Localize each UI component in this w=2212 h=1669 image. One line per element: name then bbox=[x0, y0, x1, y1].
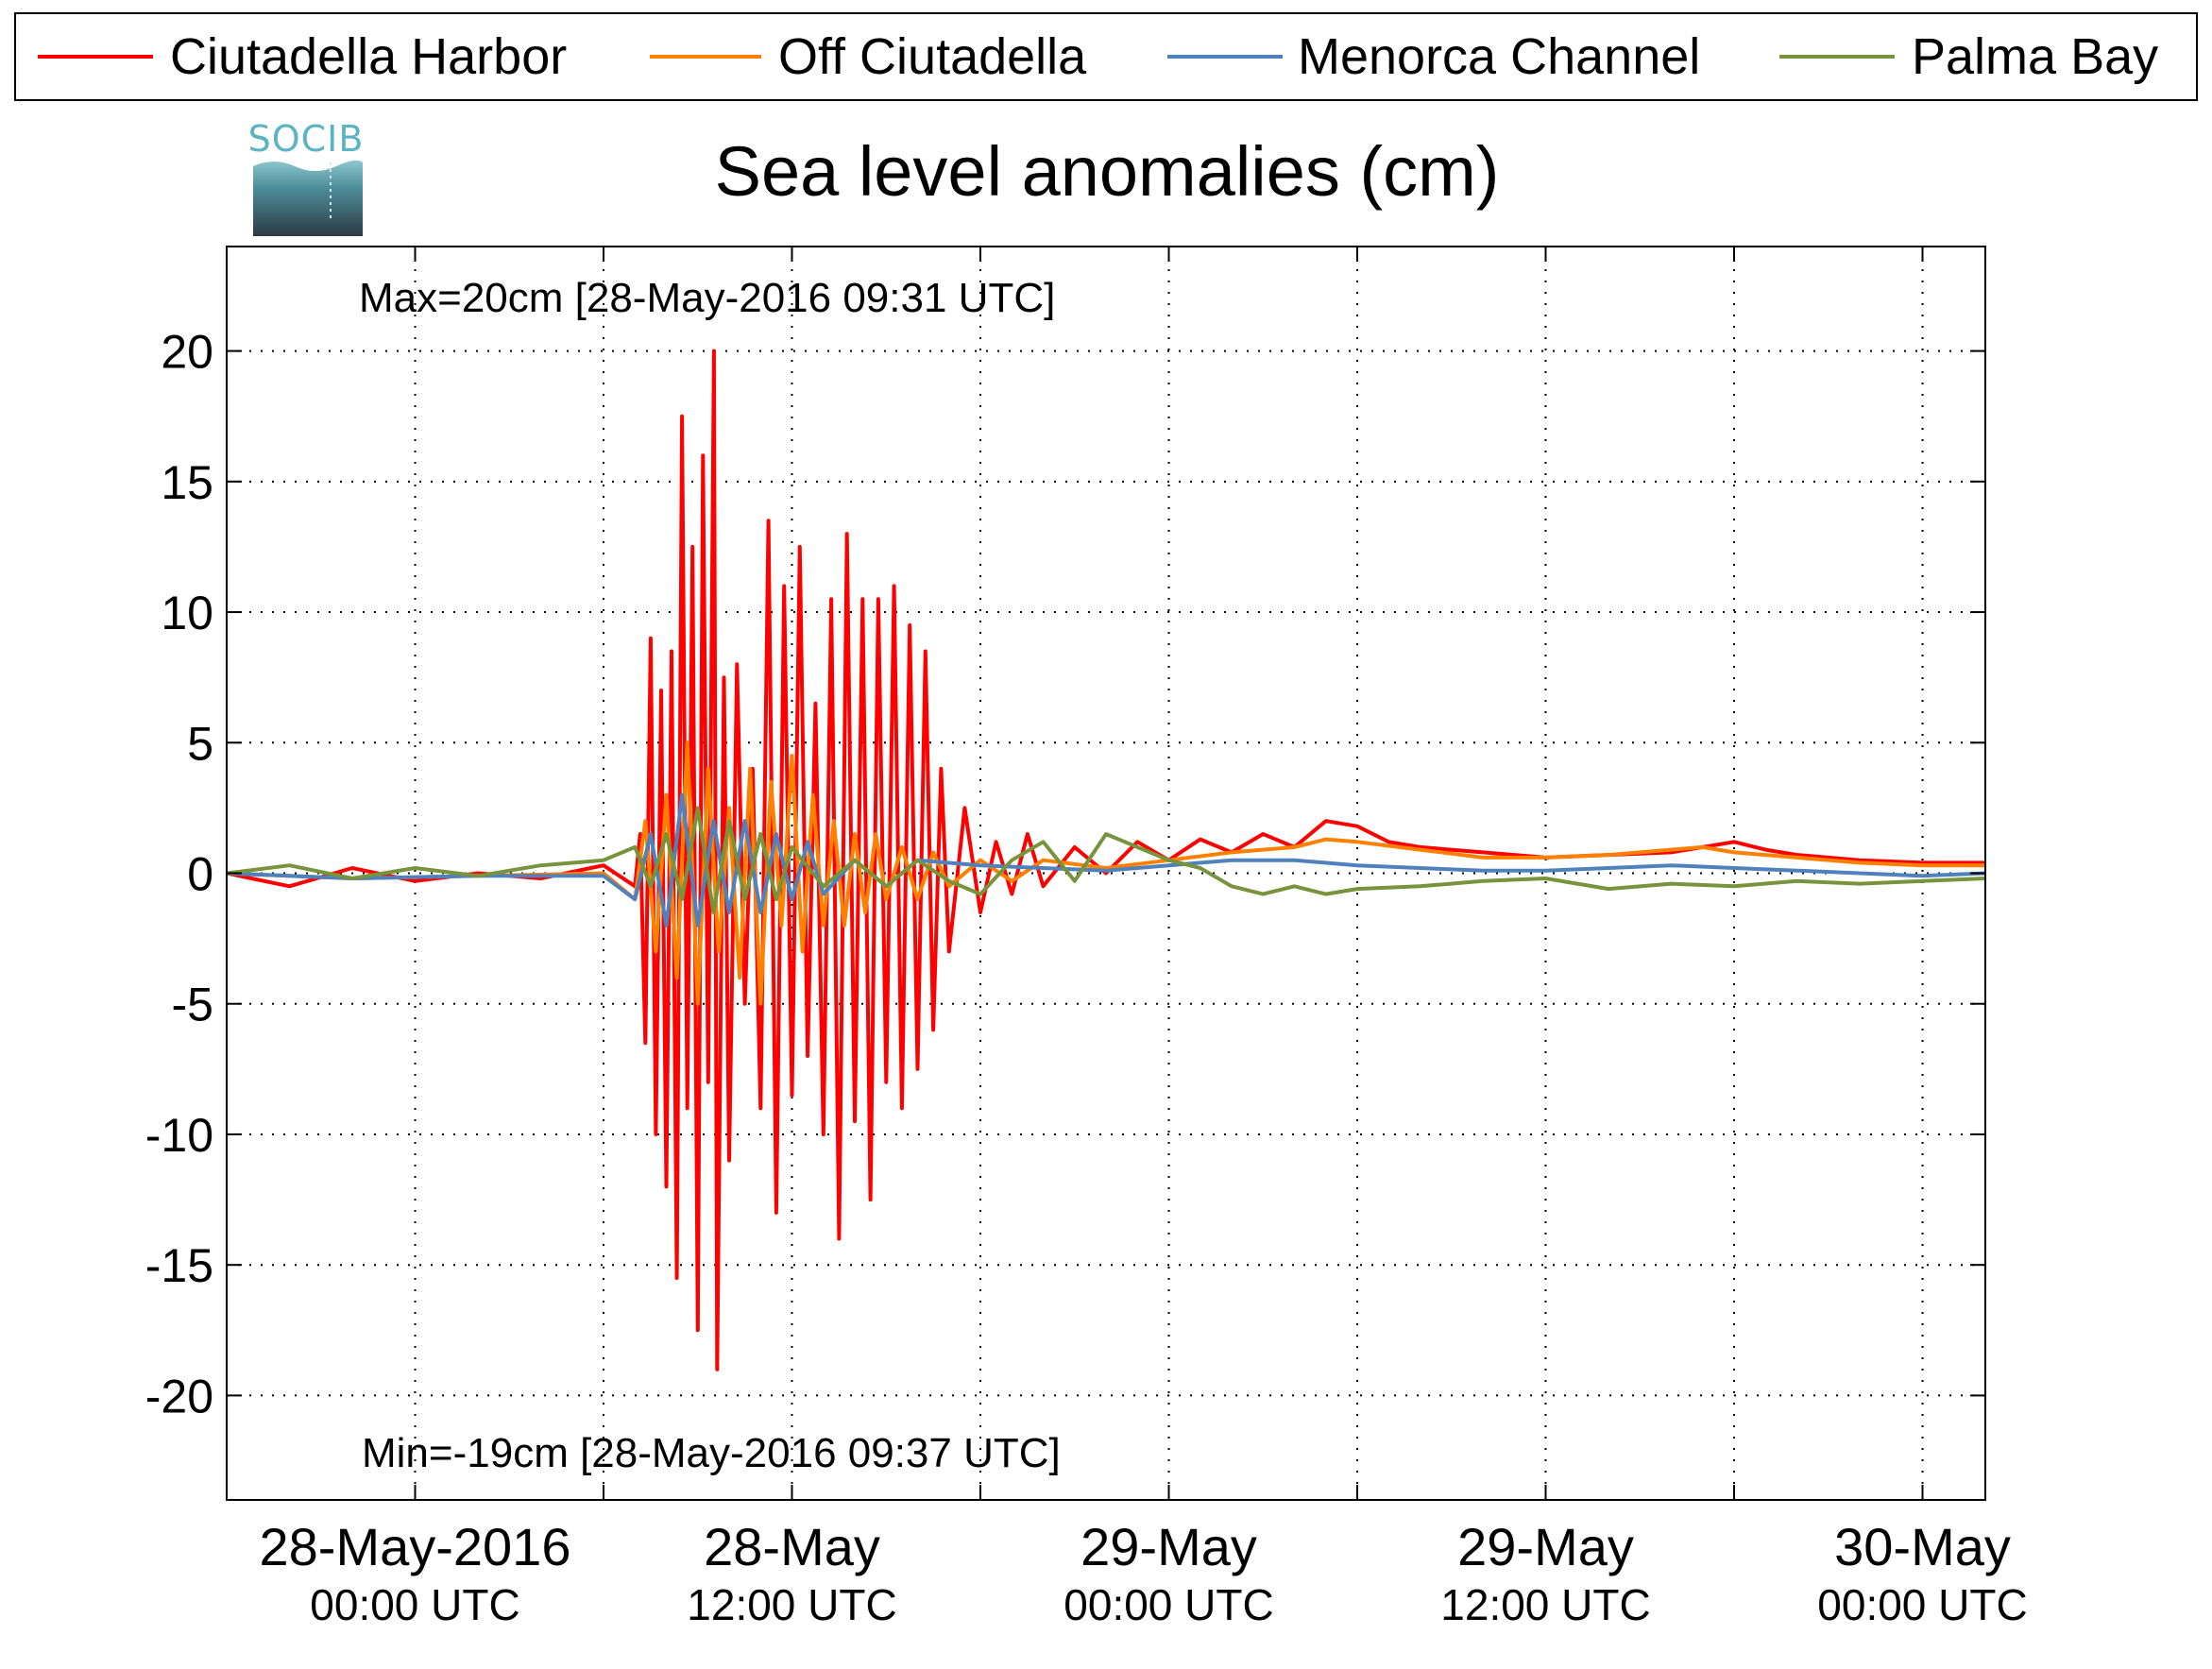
x-tick-label-time: 00:00 UTC bbox=[1817, 1580, 2027, 1629]
y-tick-label: -15 bbox=[145, 1239, 213, 1292]
legend: Ciutadella Harbor Off Ciutadella Menorca… bbox=[14, 12, 2198, 101]
min-annotation: Min=-19cm [28-May-2016 09:37 UTC] bbox=[362, 1430, 1061, 1476]
y-tick-labels: 20 15 10 5 0 -5 -10 -15 -20 bbox=[145, 326, 213, 1423]
y-tick-label: 5 bbox=[187, 717, 213, 770]
plot-area bbox=[226, 246, 1986, 1501]
socib-logo: SOCIB bbox=[248, 118, 365, 236]
x-tick-label-time: 12:00 UTC bbox=[687, 1580, 896, 1629]
socib-logo-text: SOCIB bbox=[248, 118, 365, 160]
series-line-menorca-channel bbox=[227, 792, 1985, 928]
x-tick-label-date: 29-May bbox=[1080, 1517, 1257, 1576]
x-tick-label-date: 28-May-2016 bbox=[260, 1517, 571, 1576]
legend-label-palma-bay: Palma Bay bbox=[1912, 28, 2158, 85]
legend-label-off-ciutadella: Off Ciutadella bbox=[778, 28, 1087, 85]
x-tick-label-time: 12:00 UTC bbox=[1440, 1580, 1650, 1629]
grid bbox=[227, 247, 1985, 1500]
socib-logo-wave bbox=[253, 160, 363, 236]
y-tick-label: -5 bbox=[172, 979, 213, 1031]
max-annotation: Max=20cm [28-May-2016 09:31 UTC] bbox=[359, 275, 1055, 321]
x-tick-label-time: 00:00 UTC bbox=[1063, 1580, 1273, 1629]
tick-marks bbox=[227, 247, 1985, 1500]
series-line-ciutadella-harbor bbox=[227, 349, 1985, 1371]
x-tick-label-date: 29-May bbox=[1457, 1517, 1634, 1576]
y-tick-label: -20 bbox=[145, 1370, 213, 1422]
y-tick-label: 20 bbox=[161, 326, 213, 379]
chart-title: Sea level anomalies (cm) bbox=[715, 132, 1500, 211]
y-tick-label: -10 bbox=[145, 1109, 213, 1162]
x-tick-label-date: 30-May bbox=[1834, 1517, 2011, 1576]
series-group bbox=[227, 349, 1985, 1371]
x-tick-label-time: 00:00 UTC bbox=[310, 1580, 519, 1629]
legend-label-ciutadella-harbor: Ciutadella Harbor bbox=[170, 28, 567, 85]
legend-label-menorca-channel: Menorca Channel bbox=[1298, 28, 1700, 85]
y-tick-label: 15 bbox=[161, 456, 213, 509]
series-line-palma-bay bbox=[227, 806, 1985, 914]
y-tick-label: 10 bbox=[161, 587, 213, 639]
y-tick-label: 0 bbox=[187, 848, 213, 901]
x-tick-label-date: 28-May bbox=[704, 1517, 880, 1576]
